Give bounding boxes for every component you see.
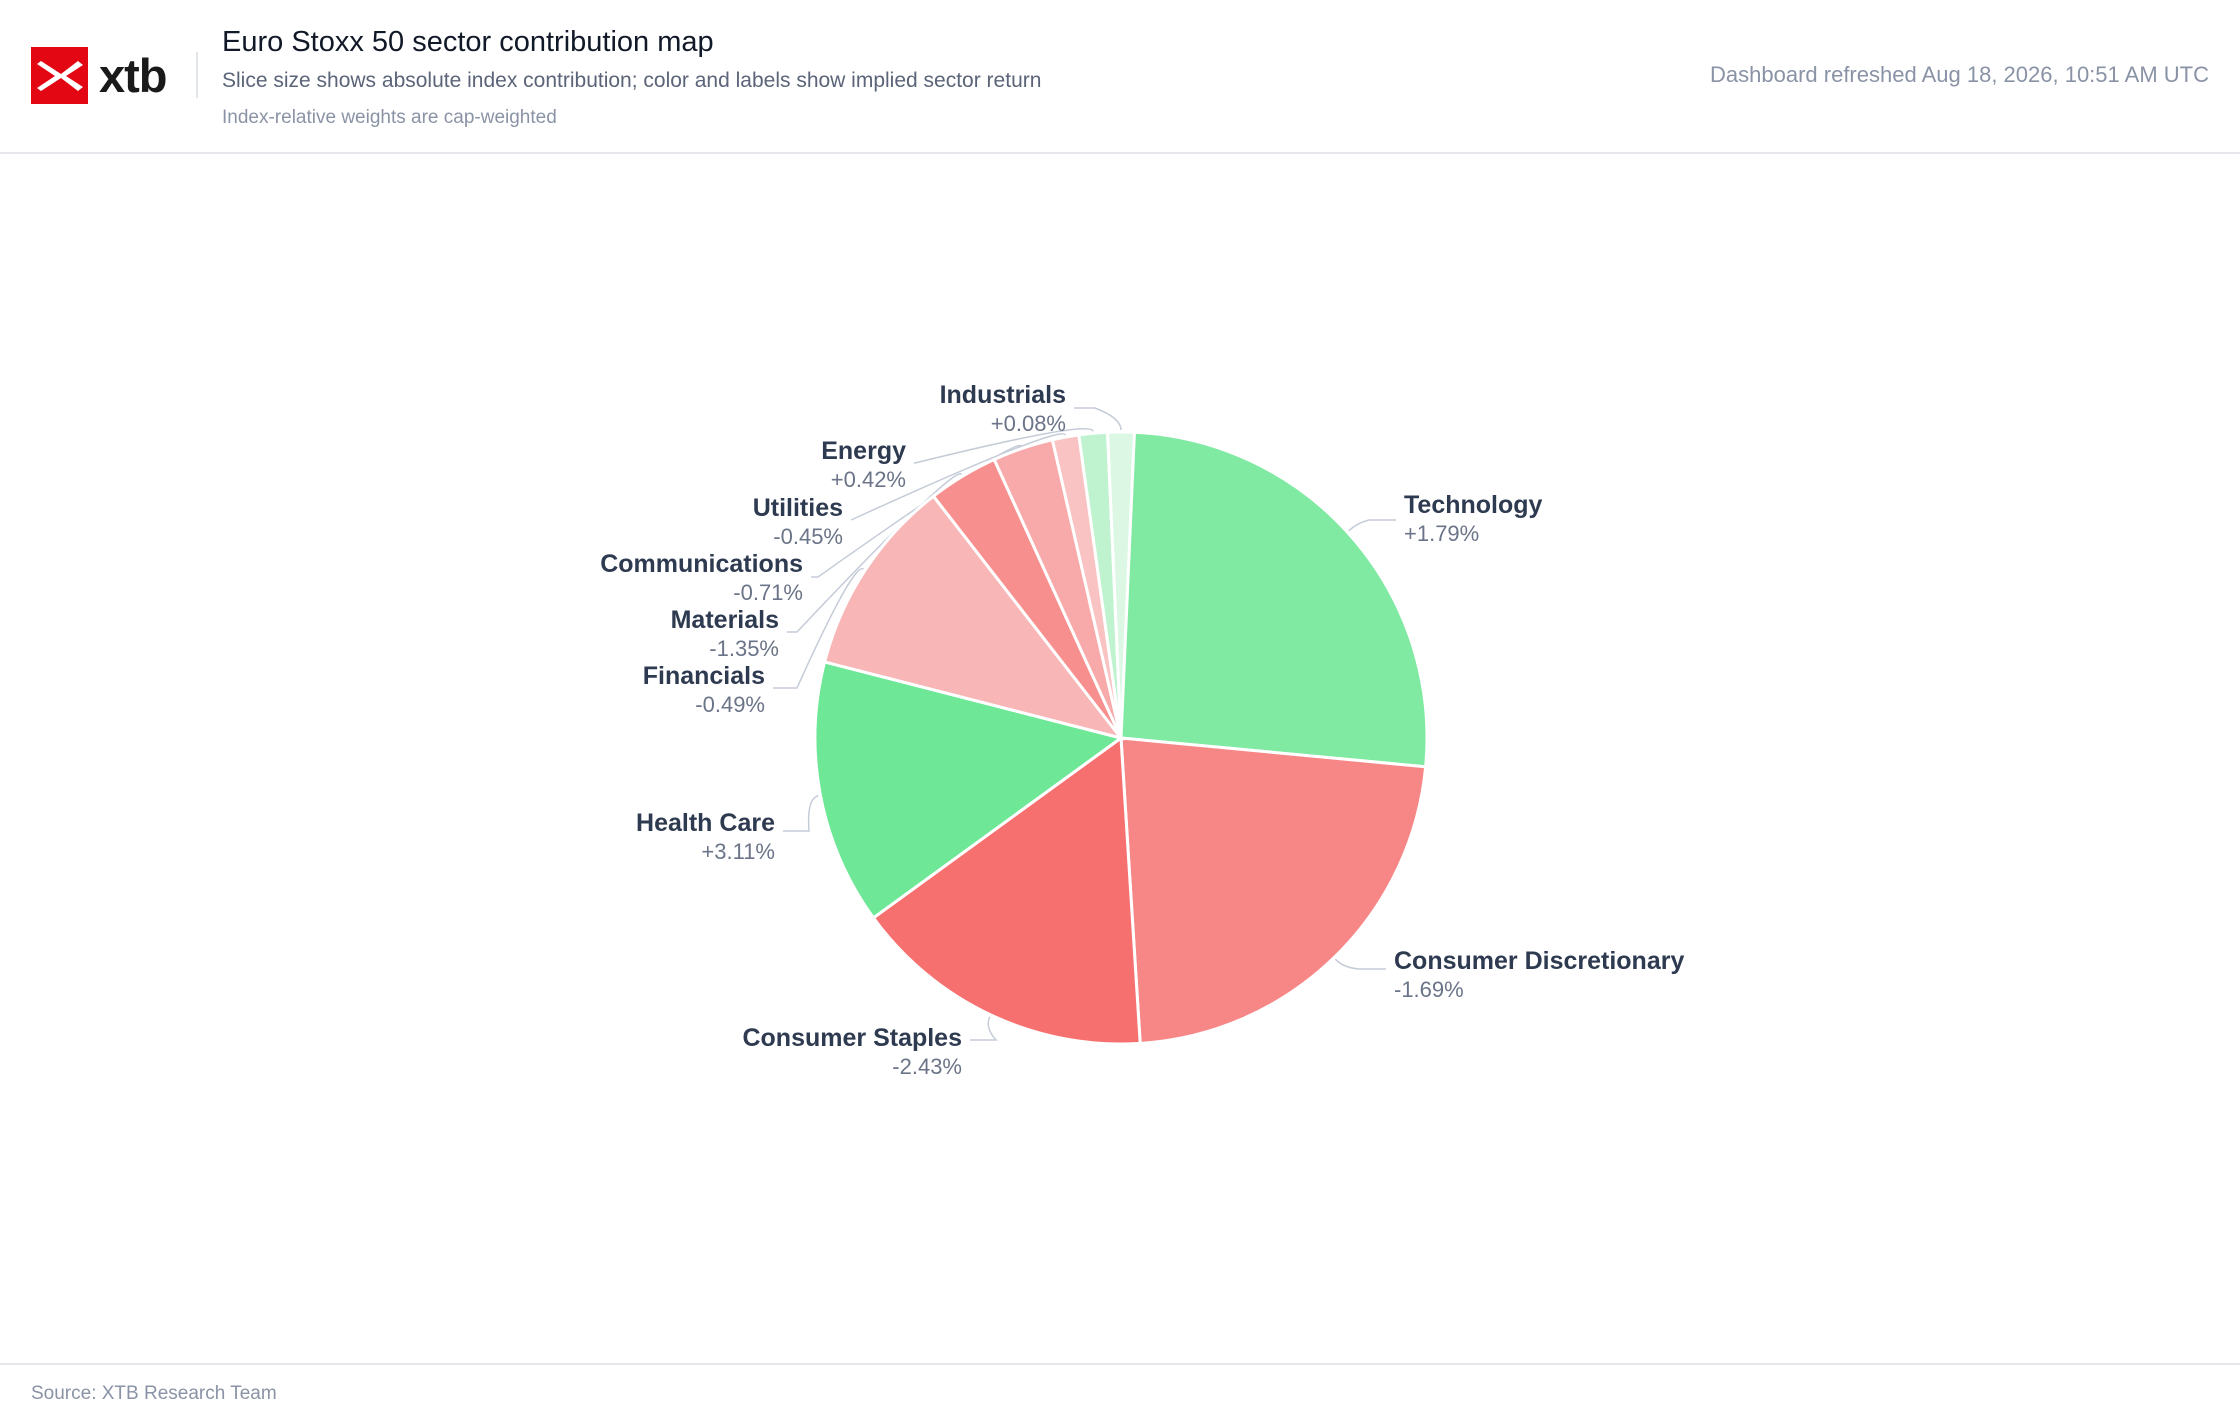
slice-label-return: +0.42% [831,467,906,492]
leader-line [1334,958,1386,970]
slice-label-name: Consumer Staples [742,1024,962,1052]
page-title: Euro Stoxx 50 sector contribution map [222,26,714,58]
slice-label-return: -2.43% [892,1054,962,1079]
slice-label-return: -0.49% [695,692,765,717]
slice-label-name: Materials [671,606,779,634]
slice-label-name: Energy [821,437,906,465]
source-note: Source: XTB Research Team [31,1383,277,1404]
sector-pie-chart: Technology+1.79%Consumer Discretionary-1… [600,381,1684,1079]
slice-label-return: +3.11% [701,839,775,864]
pie-slice-health-care[interactable] [813,660,1125,920]
slice-labels: Technology+1.79%Consumer Discretionary-1… [600,381,1684,1079]
leader-line [914,427,1094,464]
slice-label-name: Consumer Discretionary [1394,947,1684,975]
xtb-x-logo-icon [31,47,88,104]
slice-label-name: Utilities [753,494,843,522]
slice-label-return: +1.79% [1404,521,1479,546]
refresh-timestamp: Dashboard refreshed Aug 18, 2026, 10:51 … [1710,62,2209,87]
page-subtitle: Slice size shows absolute index contribu… [222,69,1042,92]
slice-label-return: -1.69% [1394,977,1464,1002]
leader-line [773,567,864,689]
leader-line [1074,407,1122,431]
leader-line [970,1016,998,1041]
pie-slices [813,430,1429,1046]
logo-text: xtb [99,49,167,102]
dashboard-header: xtb Euro Stoxx 50 sector contribution ma… [0,0,2240,154]
dashboard-footer: Source: XTB Research Team [0,1363,2240,1420]
leader-line [850,433,1066,521]
leader-line [783,794,819,832]
leader-line [1348,519,1396,532]
pie-slice-consumer-discretionary[interactable] [1119,736,1428,1045]
pie-slice-consumer-staples[interactable] [871,735,1142,1046]
slice-label-name: Health Care [636,809,775,837]
xtb-logo[interactable]: xtb [31,47,167,104]
slice-label-return: -1.35% [709,636,779,661]
pie-slice-technology[interactable] [1119,430,1429,769]
slice-label-name: Financials [643,662,765,690]
weighting-note: Index-relative weights are cap-weighted [222,107,557,128]
slice-label-return: -0.45% [773,524,843,549]
slice-label-return: -0.71% [733,580,803,605]
header-divider [196,52,198,98]
slice-label-name: Industrials [940,381,1066,409]
pie-slice-industrials[interactable] [1105,430,1137,739]
slice-label-name: Technology [1404,491,1543,519]
pie-slice-financials[interactable] [822,494,1125,741]
slice-label-return: +0.08% [991,411,1066,436]
slice-label-name: Communications [600,550,803,578]
